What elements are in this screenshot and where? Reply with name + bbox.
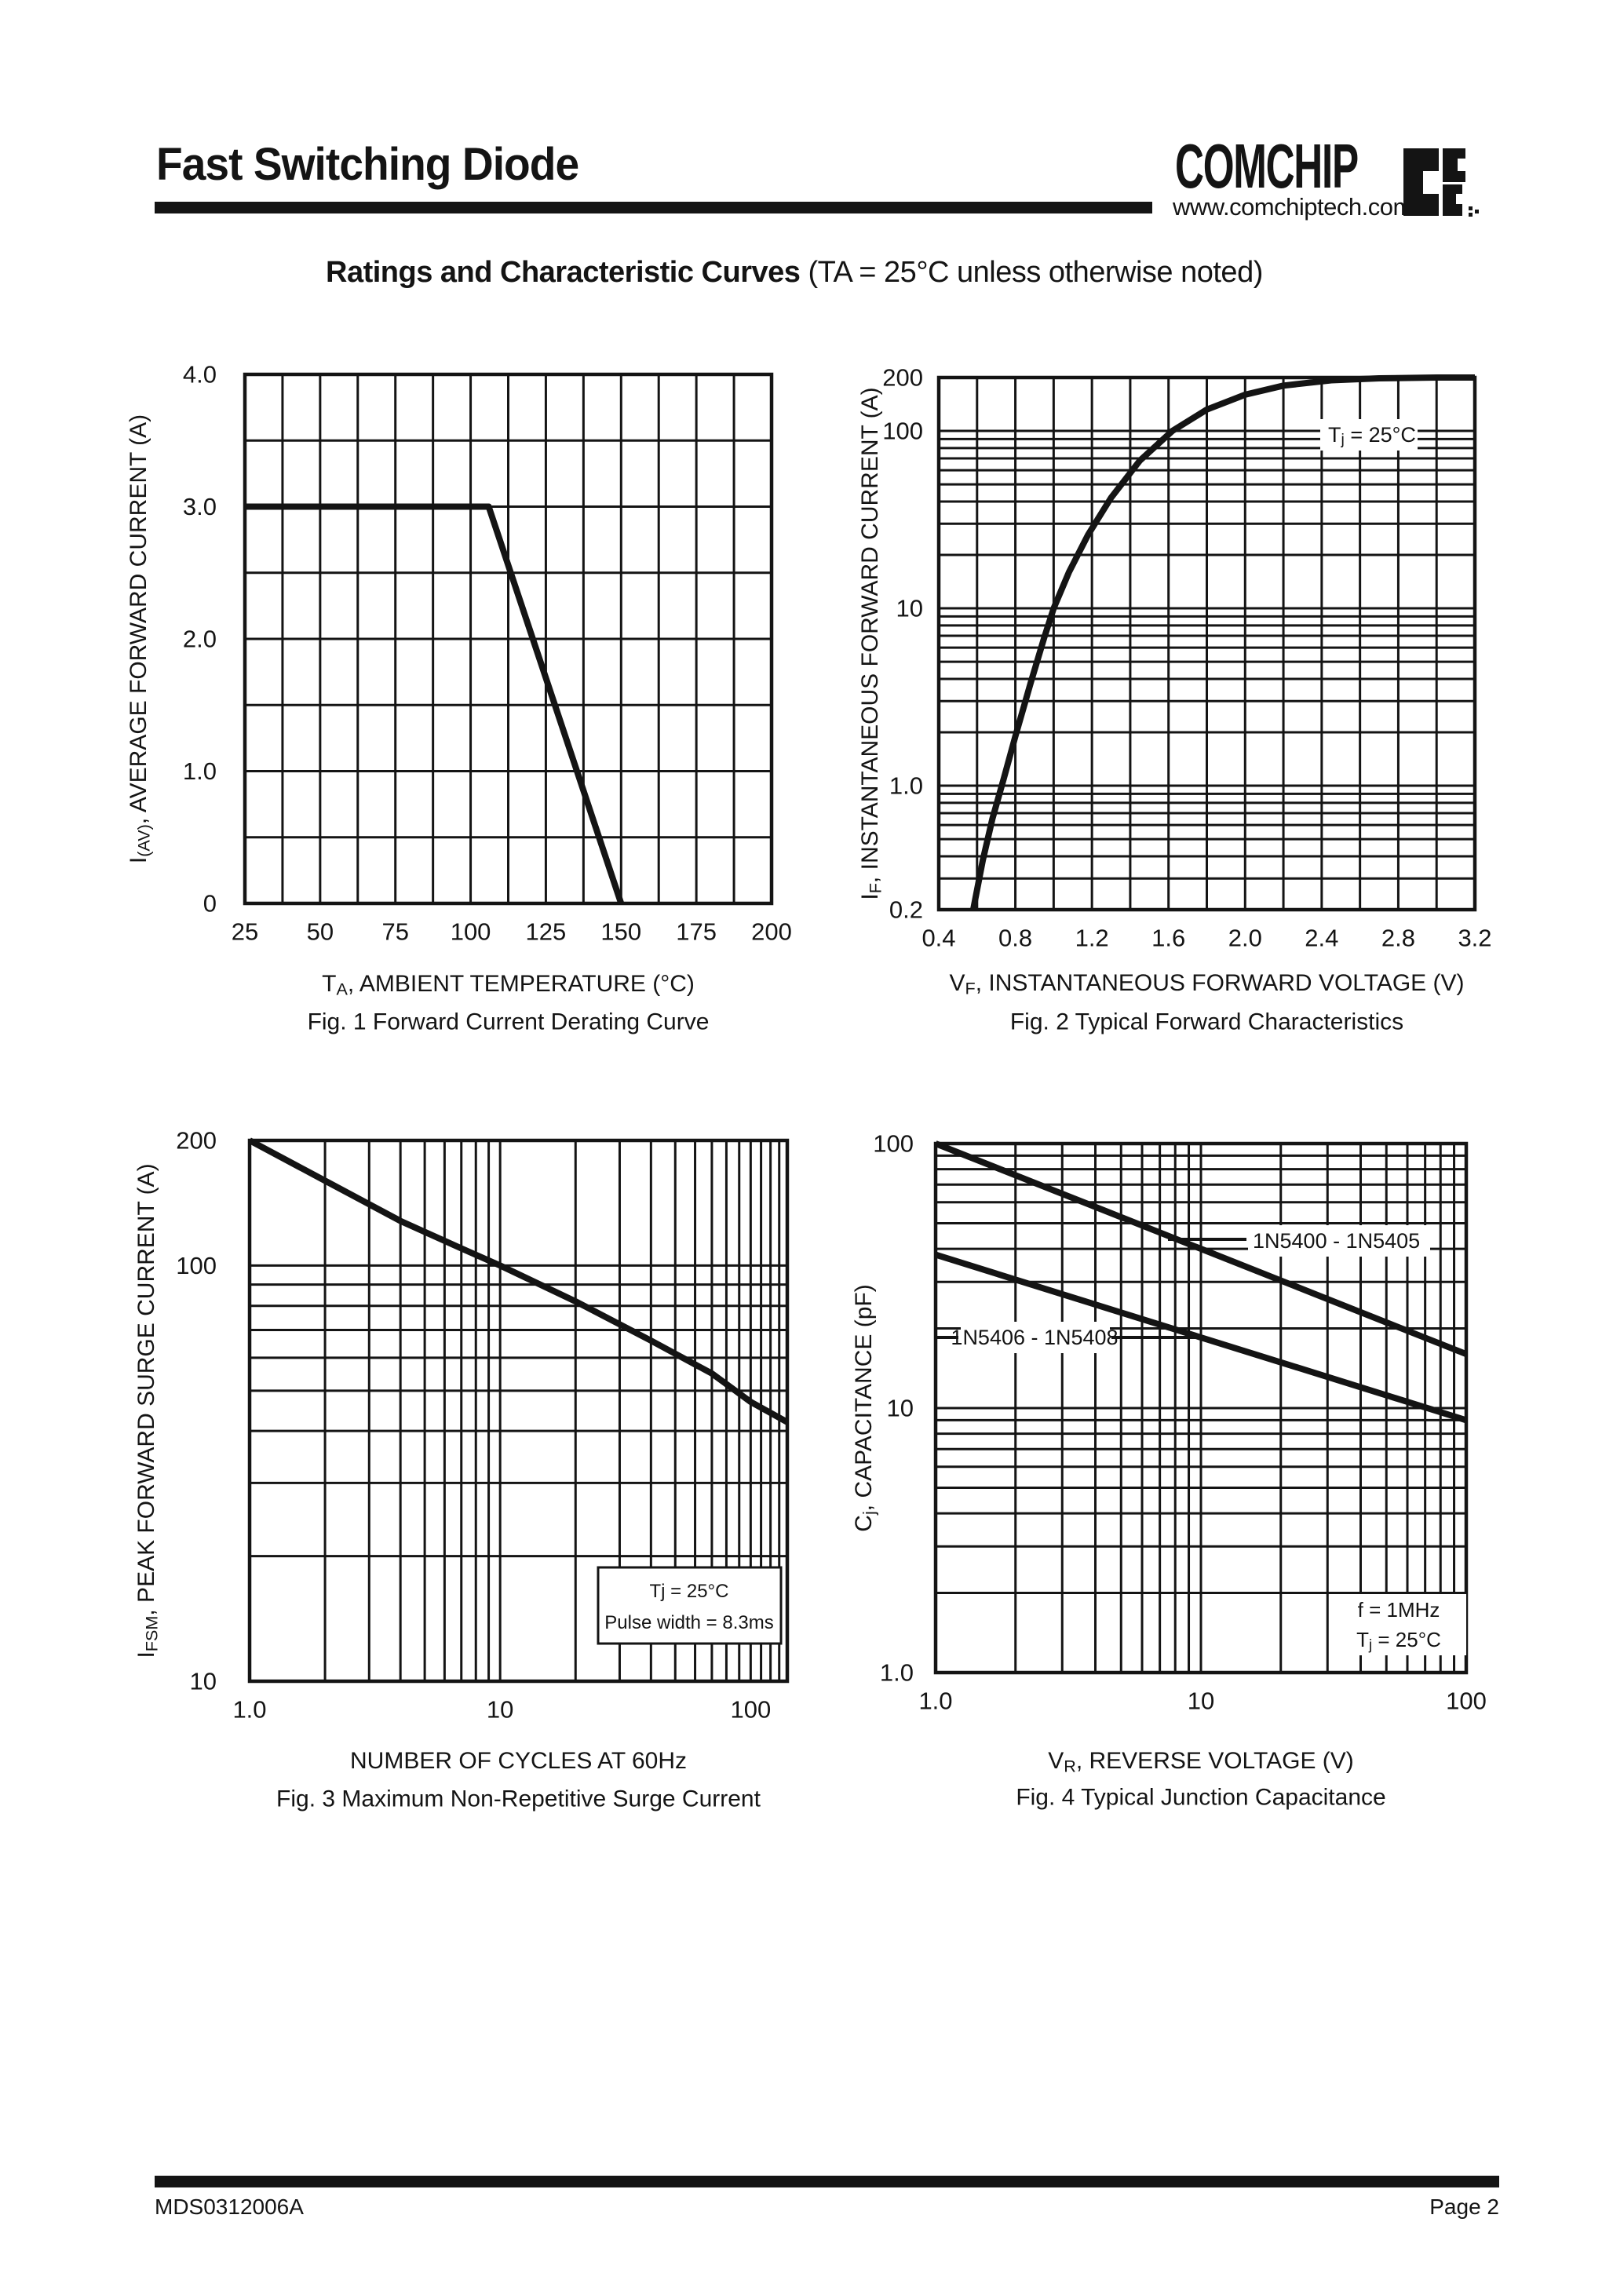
fig3: Tj = 25°C Pulse width = 8.3ms 1.0 10 100 10 10… <box>133 1127 790 1812</box>
page-title: Fast Switching Diode <box>156 139 579 190</box>
fig1-plot-border <box>243 372 774 906</box>
fig2-annotation-line-1: Tj = 25°C <box>1328 423 1416 448</box>
fig4-x-axis-label: VR, REVERSE VOLTAGE (V) <box>1048 1748 1354 1776</box>
fig3-curve-1 <box>248 1137 789 1425</box>
fig2-x-tick-label: 3.2 <box>1458 925 1491 952</box>
fig1-x-tick-label: 100 <box>451 918 491 946</box>
fig3-y-tick-label: 200 <box>176 1127 217 1155</box>
fig1-x-tick-label: 125 <box>526 918 567 946</box>
fig2-y-tick-label: 0.2 <box>889 896 923 924</box>
fig2-annotation-box <box>1320 419 1418 451</box>
fig2-y-tick-label: 1.0 <box>889 772 923 800</box>
fig2-y-tick-label: 10 <box>896 595 923 622</box>
fig2-curve-1 <box>969 374 1475 910</box>
fig3-y-tick-label: 100 <box>176 1252 217 1279</box>
fig2-x-axis-label: VF, INSTANTANEOUS FORWARD VOLTAGE (V) <box>949 970 1464 998</box>
fig2-y-tick-label: 100 <box>882 418 923 445</box>
fig1: 25 50 75 100 125 150 175 200 0 1.0 2.0 3.0 4.0 TA, AM… <box>126 361 792 1035</box>
fig4-y-tick-label: 10 <box>887 1395 914 1422</box>
fig2-y-axis-label: IF, INSTANTANEOUS FORWARD CURRENT (A) <box>857 387 885 899</box>
fig1-y-axis-label: I(AV), AVERAGE FORWARD CURRENT (A) <box>126 414 154 863</box>
fig1-x-axis-label: TA, AMBIENT TEMPERATURE (°C) <box>322 971 695 999</box>
fig2-x-tick-label: 0.4 <box>921 925 955 952</box>
comchip-ce-logo-icon <box>1403 148 1479 217</box>
header-rule <box>155 202 1152 213</box>
fig4: 1N5400 - 1N5405 1N5406 - 1N5408 f = 1MHz Tj… <box>851 1130 1487 1811</box>
brand-website: www.comchiptech.com <box>1173 193 1413 221</box>
fig4-curve-1 <box>934 1140 1468 1357</box>
fig2: Tj = 25°C 0.4 0.8 1.2 1.6 2.0 2.4 2.8 3.2 0.2 1.0 1… <box>857 364 1492 1035</box>
fig1-y-tick-label: 0 <box>203 890 217 918</box>
footer-doc-number: MDS0312006A <box>155 2195 304 2219</box>
fig2-x-tick-label: 2.8 <box>1381 925 1415 952</box>
fig3-plot-border <box>247 1138 790 1684</box>
fig4-annotation-box <box>1331 1594 1466 1655</box>
fig2-y-tick-label: 200 <box>882 364 923 392</box>
fig3-caption: Fig. 3 Maximum Non-Repetitive Surge Curr… <box>276 1786 761 1812</box>
fig2-caption: Fig. 2 Typical Forward Characteristics <box>1010 1009 1403 1035</box>
footer-page-number: Page 2 <box>1429 2195 1499 2219</box>
fig1-y-tick-label: 2.0 <box>183 626 217 653</box>
fig1-y-tick-label: 4.0 <box>183 361 217 389</box>
fig3-annotation-line-2: Pulse width = 8.3ms <box>604 1612 773 1633</box>
fig3-y-tick-label: 10 <box>190 1668 217 1695</box>
fig3-x-tick-label: 10 <box>487 1696 513 1724</box>
fig1-x-tick-label: 25 <box>232 918 258 946</box>
fig2-x-tick-label: 2.0 <box>1228 925 1262 952</box>
fig4-series-label-2: 1N5406 - 1N5408 <box>951 1326 1118 1349</box>
fig1-y-tick-label: 3.0 <box>183 493 217 520</box>
section-heading-note: (TA = 25°C unless otherwise noted) <box>800 256 1263 289</box>
fig3-annotation-line-1: Tj = 25°C <box>650 1581 729 1602</box>
section-heading: Ratings and Characteristic Curves (TA = … <box>326 256 1425 290</box>
fig4-callout-bg <box>1248 1225 1430 1257</box>
fig4-x-tick-label: 1.0 <box>918 1688 952 1715</box>
fig4-plot-border <box>933 1141 1469 1675</box>
fig3-x-tick-label: 1.0 <box>232 1696 266 1724</box>
fig2-x-tick-label: 1.2 <box>1075 925 1109 952</box>
fig4-annotation-line-1: f = 1MHz <box>1358 1598 1440 1622</box>
fig1-x-tick-label: 75 <box>381 918 408 946</box>
fig4-caption: Fig. 4 Typical Junction Capacitance <box>1016 1785 1385 1811</box>
fig2-plot-border <box>936 375 1477 912</box>
fig4-annotation-line-2: Tj = 25°C <box>1356 1628 1441 1652</box>
fig2-x-tick-label: 2.4 <box>1305 925 1338 952</box>
fig3-x-tick-label: 100 <box>730 1696 771 1724</box>
fig1-y-tick-label: 1.0 <box>183 757 217 785</box>
fig1-x-tick-label: 50 <box>307 918 334 946</box>
fig2-x-tick-label: 1.6 <box>1151 925 1185 952</box>
brand-name: COMCHIP <box>1175 131 1359 201</box>
section-heading-bold: Ratings and Characteristic Curves <box>326 256 801 289</box>
fig4-y-tick-label: 100 <box>873 1130 914 1158</box>
fig4-x-tick-label: 100 <box>1446 1688 1487 1715</box>
fig3-y-axis-label: IFSM, PEAK FORWARD SURGE CURRENT (A) <box>133 1163 162 1658</box>
footer-rule <box>155 2176 1499 2187</box>
fig1-x-tick-label: 200 <box>751 918 792 946</box>
fig1-x-tick-label: 150 <box>600 918 641 946</box>
fig4-x-tick-label: 10 <box>1188 1688 1214 1715</box>
fig3-annotation-box <box>597 1566 783 1645</box>
fig1-caption: Fig. 1 Forward Current Derating Curve <box>308 1009 710 1035</box>
fig4-series-label-1: 1N5400 - 1N5405 <box>1253 1229 1420 1253</box>
fig4-y-axis-label: Cj, CAPACITANCE (pF) <box>851 1284 879 1531</box>
fig4-callout-bg <box>961 1322 1110 1353</box>
fig1-curve-1 <box>245 503 625 905</box>
fig2-x-tick-label: 0.8 <box>998 925 1032 952</box>
fig3-x-axis-label: NUMBER OF CYCLES AT 60Hz <box>350 1748 687 1774</box>
fig1-x-tick-label: 175 <box>676 918 717 946</box>
fig4-y-tick-label: 1.0 <box>880 1659 914 1687</box>
